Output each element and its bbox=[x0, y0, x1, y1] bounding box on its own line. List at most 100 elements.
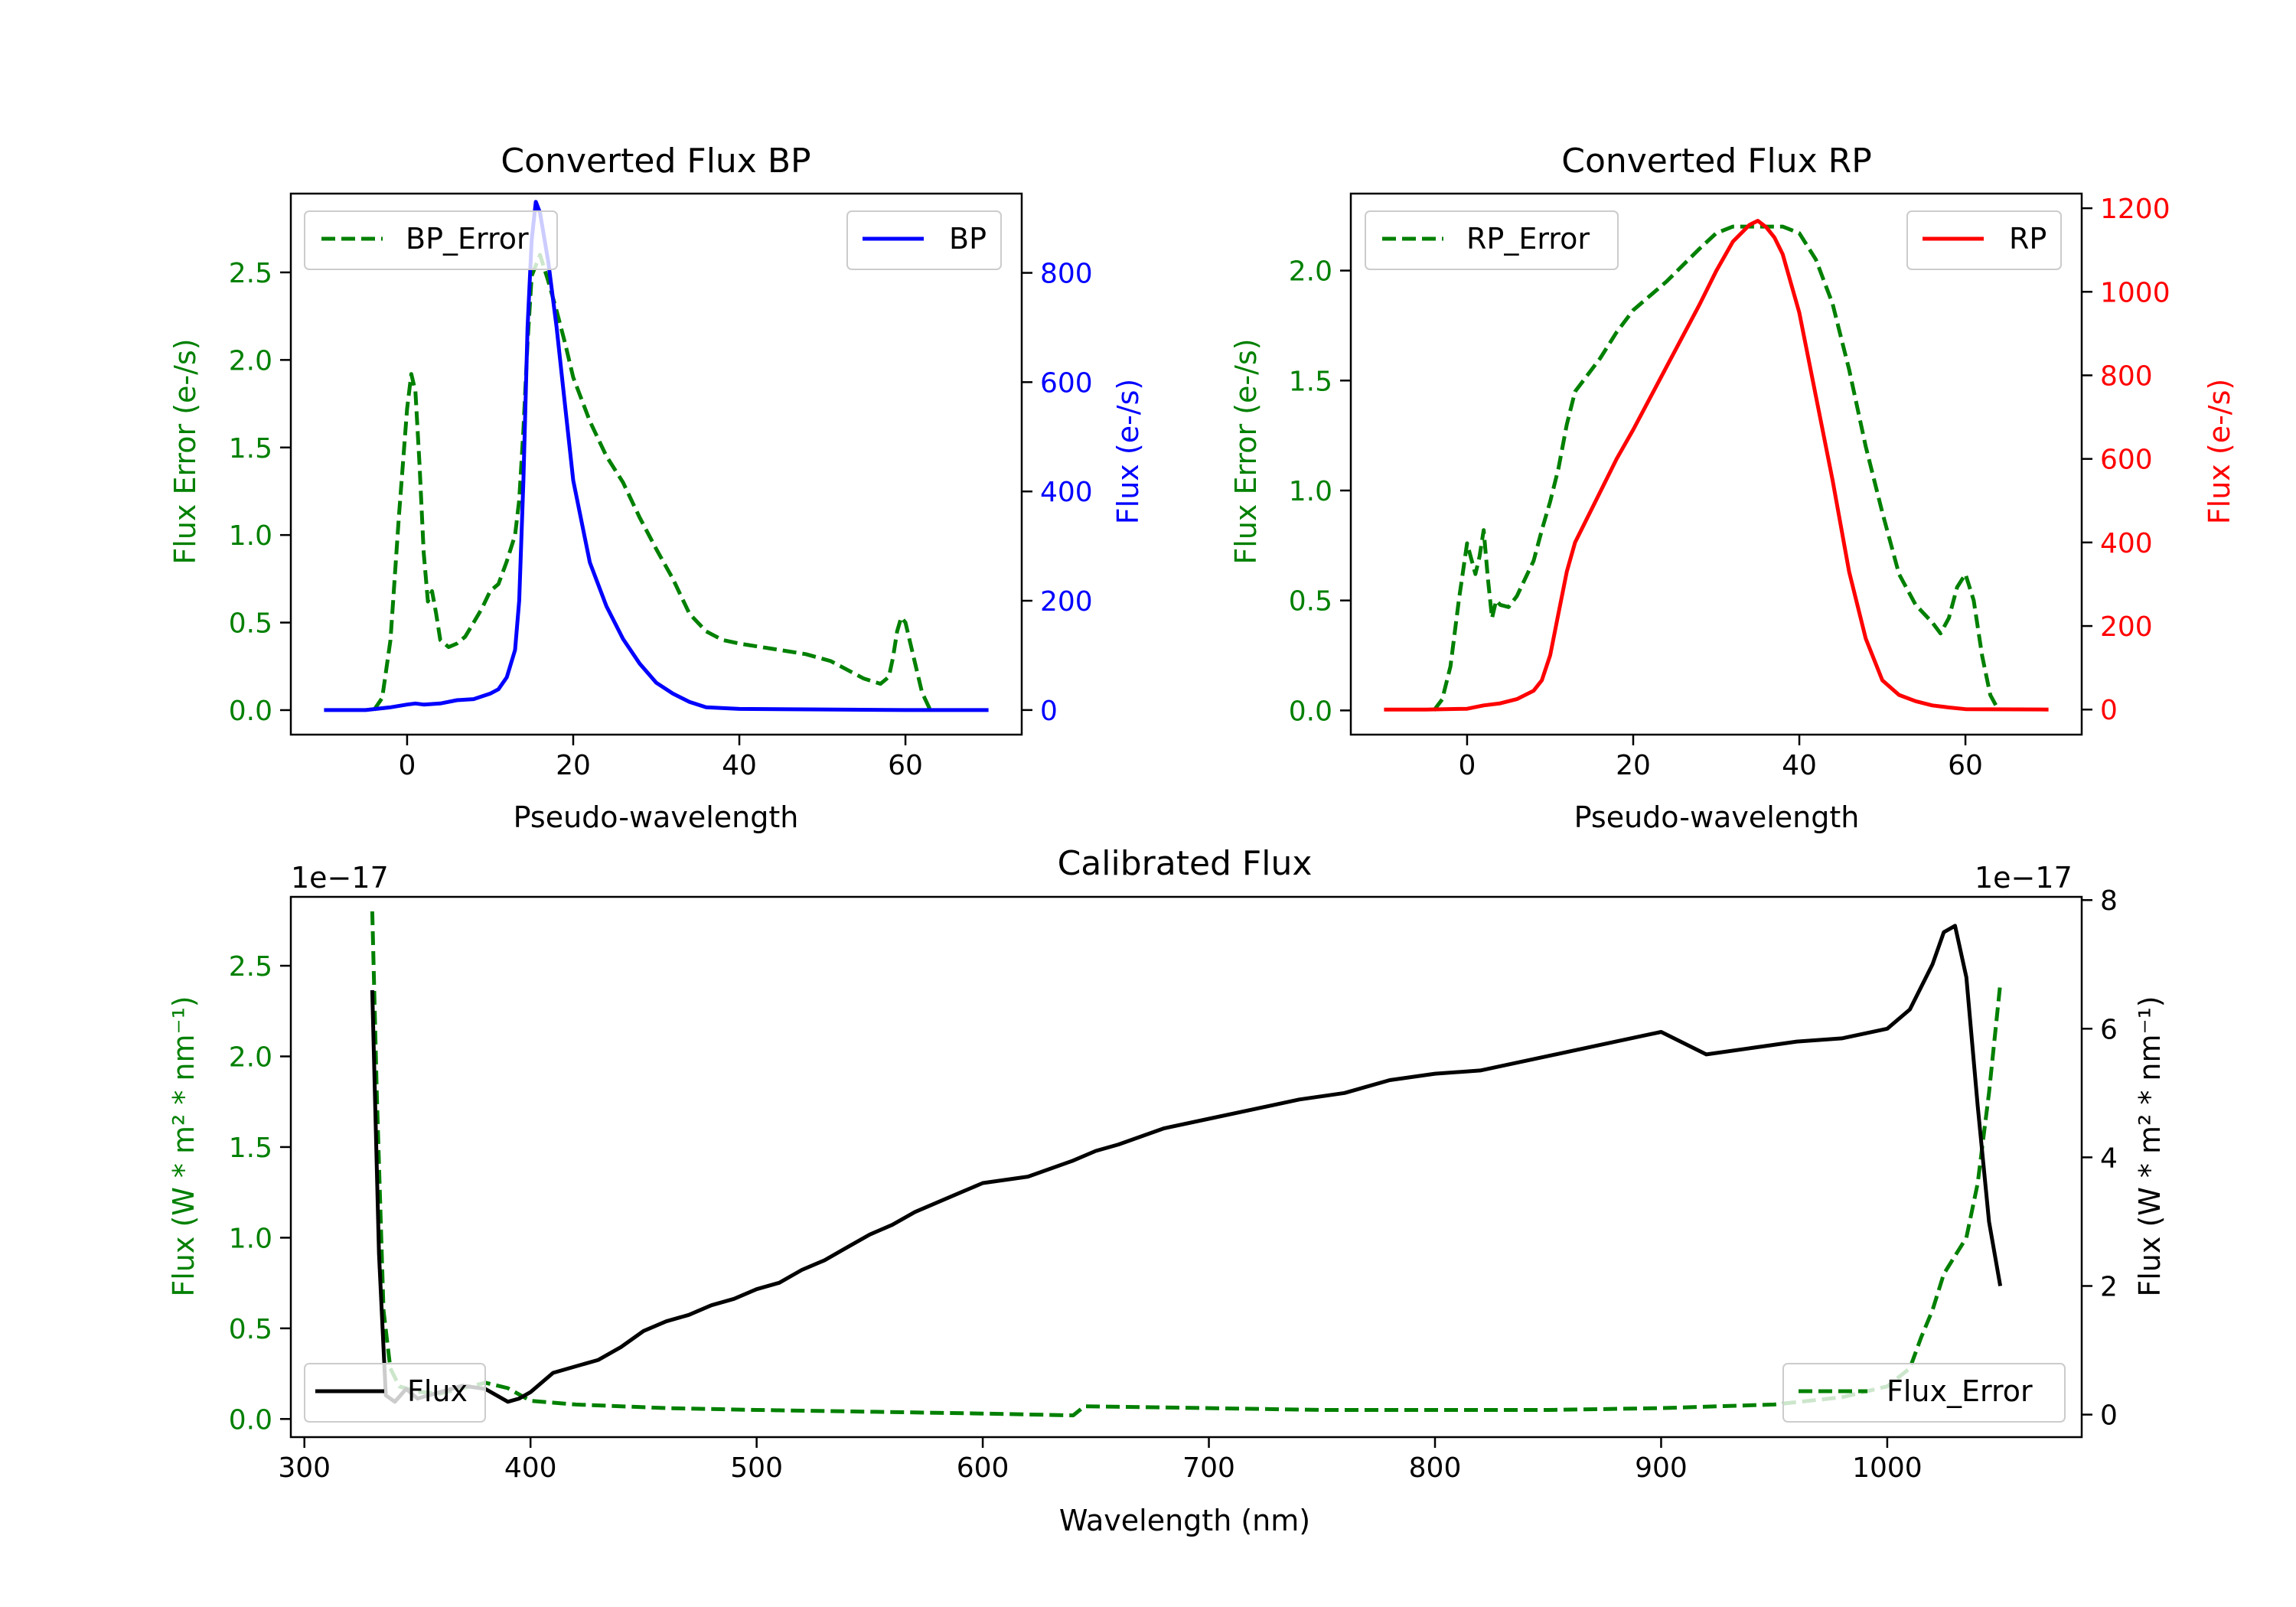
bp-left-y-tick-label: 0.5 bbox=[229, 608, 272, 640]
bp-legend-right-box bbox=[846, 210, 1002, 270]
bp-flux-series-line bbox=[324, 200, 989, 712]
calibrated-right-offset-label: 1e−17 bbox=[1975, 861, 2073, 895]
bp-right-y-tick-label: 600 bbox=[1040, 367, 1093, 399]
cal-right-y-tick-label: 8 bbox=[2100, 885, 2118, 917]
rp-plot-area: 0 20 40 60 0.0 0.5 1.0 1.5 2.0 0 200 400 600 800 1000 1… bbox=[1289, 192, 2170, 781]
rp-series-group bbox=[1384, 219, 2049, 712]
calibrated-chart-title: Calibrated Flux bbox=[1058, 844, 1313, 883]
cal-x-tick-label: 300 bbox=[278, 1452, 331, 1484]
bp-left-y-tick-label: 1.0 bbox=[229, 520, 272, 552]
calibrated-x-axis-label: Wavelength (nm) bbox=[1059, 1504, 1310, 1537]
rp-left-y-tick-label: 0.0 bbox=[1289, 696, 1332, 727]
rp-flux-series-line bbox=[1384, 219, 2049, 712]
bp-left-axis-label: Flux Error (e-/s) bbox=[168, 338, 202, 564]
bp-legend-left-label: BP_Error bbox=[406, 222, 529, 256]
rp-x-axis-label: Pseudo-wavelength bbox=[1574, 800, 1860, 834]
calibrated-legend-right: Flux_Error bbox=[1782, 1363, 2066, 1423]
cal-left-y-tick-label: 2.0 bbox=[229, 1041, 272, 1073]
bp-error-series-line bbox=[372, 253, 932, 712]
bp-left-y-tick-label: 0.0 bbox=[229, 696, 272, 727]
bp-right-axis-label: Flux (e-/s) bbox=[1111, 379, 1145, 524]
bp-chart-panel: Converted Flux BP 0 20 40 60 0.0 0.5 1.0 1.5 2.0… bbox=[168, 142, 1145, 834]
rp-left-axis-label: Flux Error (e-/s) bbox=[1229, 338, 1263, 564]
rp-left-y-tick-label: 1.0 bbox=[1289, 476, 1332, 507]
rp-legend-left-label: RP_Error bbox=[1466, 222, 1590, 256]
calibrated-plot-area: 300 400 500 600 700 800 900 1000 0.0 0.5 1.0 1.5 2.0… bbox=[229, 885, 2118, 1484]
bp-legend-left-box bbox=[304, 210, 558, 270]
bp-x-tick-label: 0 bbox=[398, 750, 416, 781]
cal-x-tick-label: 700 bbox=[1182, 1452, 1235, 1484]
rp-right-y-tick-label: 1000 bbox=[2100, 277, 2170, 308]
cal-x-tick-label: 400 bbox=[504, 1452, 557, 1484]
bp-left-y-tick-label: 1.5 bbox=[229, 433, 272, 464]
cal-x-tick-label: 500 bbox=[730, 1452, 783, 1484]
rp-axes-frame bbox=[1349, 192, 2083, 736]
calibrated-right-axis-label: Flux (W * m² * nm⁻¹) bbox=[2133, 996, 2167, 1296]
rp-right-y-tick-label: 0 bbox=[2100, 695, 2118, 726]
calibrated-legend-left: Flux bbox=[304, 1363, 486, 1423]
cal-x-tick-label: 800 bbox=[1409, 1452, 1462, 1484]
bp-legend-left: BP_Error bbox=[304, 210, 558, 270]
rp-legend-right-box bbox=[1906, 210, 2062, 270]
bp-x-tick-label: 60 bbox=[888, 750, 923, 781]
cal-right-y-tick-label: 4 bbox=[2100, 1143, 2118, 1174]
rp-right-y-tick-label: 400 bbox=[2100, 528, 2153, 559]
rp-x-tick-label: 60 bbox=[1948, 750, 1983, 781]
rp-legend-right-label: RP bbox=[2009, 222, 2047, 256]
rp-legend-right: RP bbox=[1906, 210, 2062, 270]
bp-plot-area: 0 20 40 60 0.0 0.5 1.0 1.5 2.0 2.5 0 200 400 600 800 bbox=[229, 192, 1093, 781]
bp-x-tick-label: 40 bbox=[722, 750, 757, 781]
bp-chart-title: Converted Flux BP bbox=[501, 142, 810, 181]
calibrated-chart-panel: Calibrated Flux 1e−17 1e−17 300 400 500 6 0 0… bbox=[167, 844, 2167, 1537]
rp-left-y-tick-label: 2.0 bbox=[1289, 256, 1332, 288]
cal-series-group bbox=[370, 911, 2003, 1418]
rp-right-y-tick-label: 200 bbox=[2100, 611, 2153, 643]
rp-left-y-tick-label: 1.5 bbox=[1289, 366, 1332, 397]
cal-right-y-tick-label: 6 bbox=[2100, 1014, 2118, 1045]
calibrated-legend-right-box bbox=[1782, 1363, 2066, 1423]
rp-x-tick-label: 40 bbox=[1782, 750, 1817, 781]
cal-error-series-line bbox=[370, 911, 2003, 1418]
calibrated-left-offset-label: 1e−17 bbox=[291, 861, 389, 895]
cal-left-y-tick-label: 1.0 bbox=[229, 1223, 272, 1254]
bp-right-y-tick-label: 200 bbox=[1040, 586, 1093, 618]
bp-right-y-tick-label: 0 bbox=[1040, 696, 1058, 727]
calibrated-legend-left-box bbox=[304, 1363, 486, 1423]
cal-flux-series-line bbox=[370, 924, 2003, 1404]
bp-legend-right-label: BP bbox=[949, 222, 987, 256]
rp-right-axis-label: Flux (e-/s) bbox=[2203, 379, 2236, 524]
rp-right-y-tick-label: 600 bbox=[2100, 445, 2153, 476]
cal-left-y-tick-label: 0.0 bbox=[229, 1404, 272, 1436]
rp-x-tick-label: 0 bbox=[1458, 750, 1476, 781]
cal-left-y-tick-label: 2.5 bbox=[229, 951, 272, 983]
cal-x-tick-label: 900 bbox=[1635, 1452, 1688, 1484]
bp-series-group bbox=[324, 200, 989, 712]
cal-axes-frame bbox=[289, 895, 2083, 1439]
bp-right-y-tick-label: 800 bbox=[1040, 259, 1093, 290]
rp-legend-left-box bbox=[1365, 210, 1619, 270]
rp-chart-panel: Converted Flux RP 0 20 40 60 0.0 0.5 1.0 1.5 2.0… bbox=[1229, 142, 2236, 834]
cal-left-y-tick-label: 0.5 bbox=[229, 1314, 272, 1345]
cal-x-tick-label: 1000 bbox=[1852, 1452, 1923, 1484]
cal-right-y-tick-label: 2 bbox=[2100, 1271, 2118, 1302]
rp-left-y-tick-label: 0.5 bbox=[1289, 586, 1332, 618]
cal-left-y-tick-label: 1.5 bbox=[229, 1133, 272, 1164]
rp-right-y-tick-label: 800 bbox=[2100, 360, 2153, 392]
bp-x-axis-label: Pseudo-wavelength bbox=[514, 800, 799, 834]
bp-x-tick-label: 20 bbox=[556, 750, 591, 781]
calibrated-left-axis-label: Flux (W * m² * nm⁻¹) bbox=[167, 996, 201, 1296]
calibrated-legend-left-label: Flux bbox=[407, 1374, 468, 1408]
bp-left-y-tick-label: 2.5 bbox=[229, 258, 272, 289]
bp-legend-right: BP bbox=[846, 210, 1002, 270]
bp-axes-frame bbox=[289, 192, 1023, 736]
rp-chart-title: Converted Flux RP bbox=[1561, 142, 1872, 181]
bp-left-y-tick-label: 2.0 bbox=[229, 345, 272, 376]
rp-error-series-line bbox=[1432, 224, 2001, 712]
rp-right-y-tick-label: 1200 bbox=[2100, 194, 2170, 225]
rp-x-tick-label: 20 bbox=[1616, 750, 1651, 781]
rp-legend-left: RP_Error bbox=[1365, 210, 1619, 270]
cal-right-y-tick-label: 0 bbox=[2100, 1400, 2118, 1432]
calibrated-legend-right-label: Flux_Error bbox=[1887, 1374, 2033, 1408]
bp-right-y-tick-label: 400 bbox=[1040, 477, 1093, 508]
